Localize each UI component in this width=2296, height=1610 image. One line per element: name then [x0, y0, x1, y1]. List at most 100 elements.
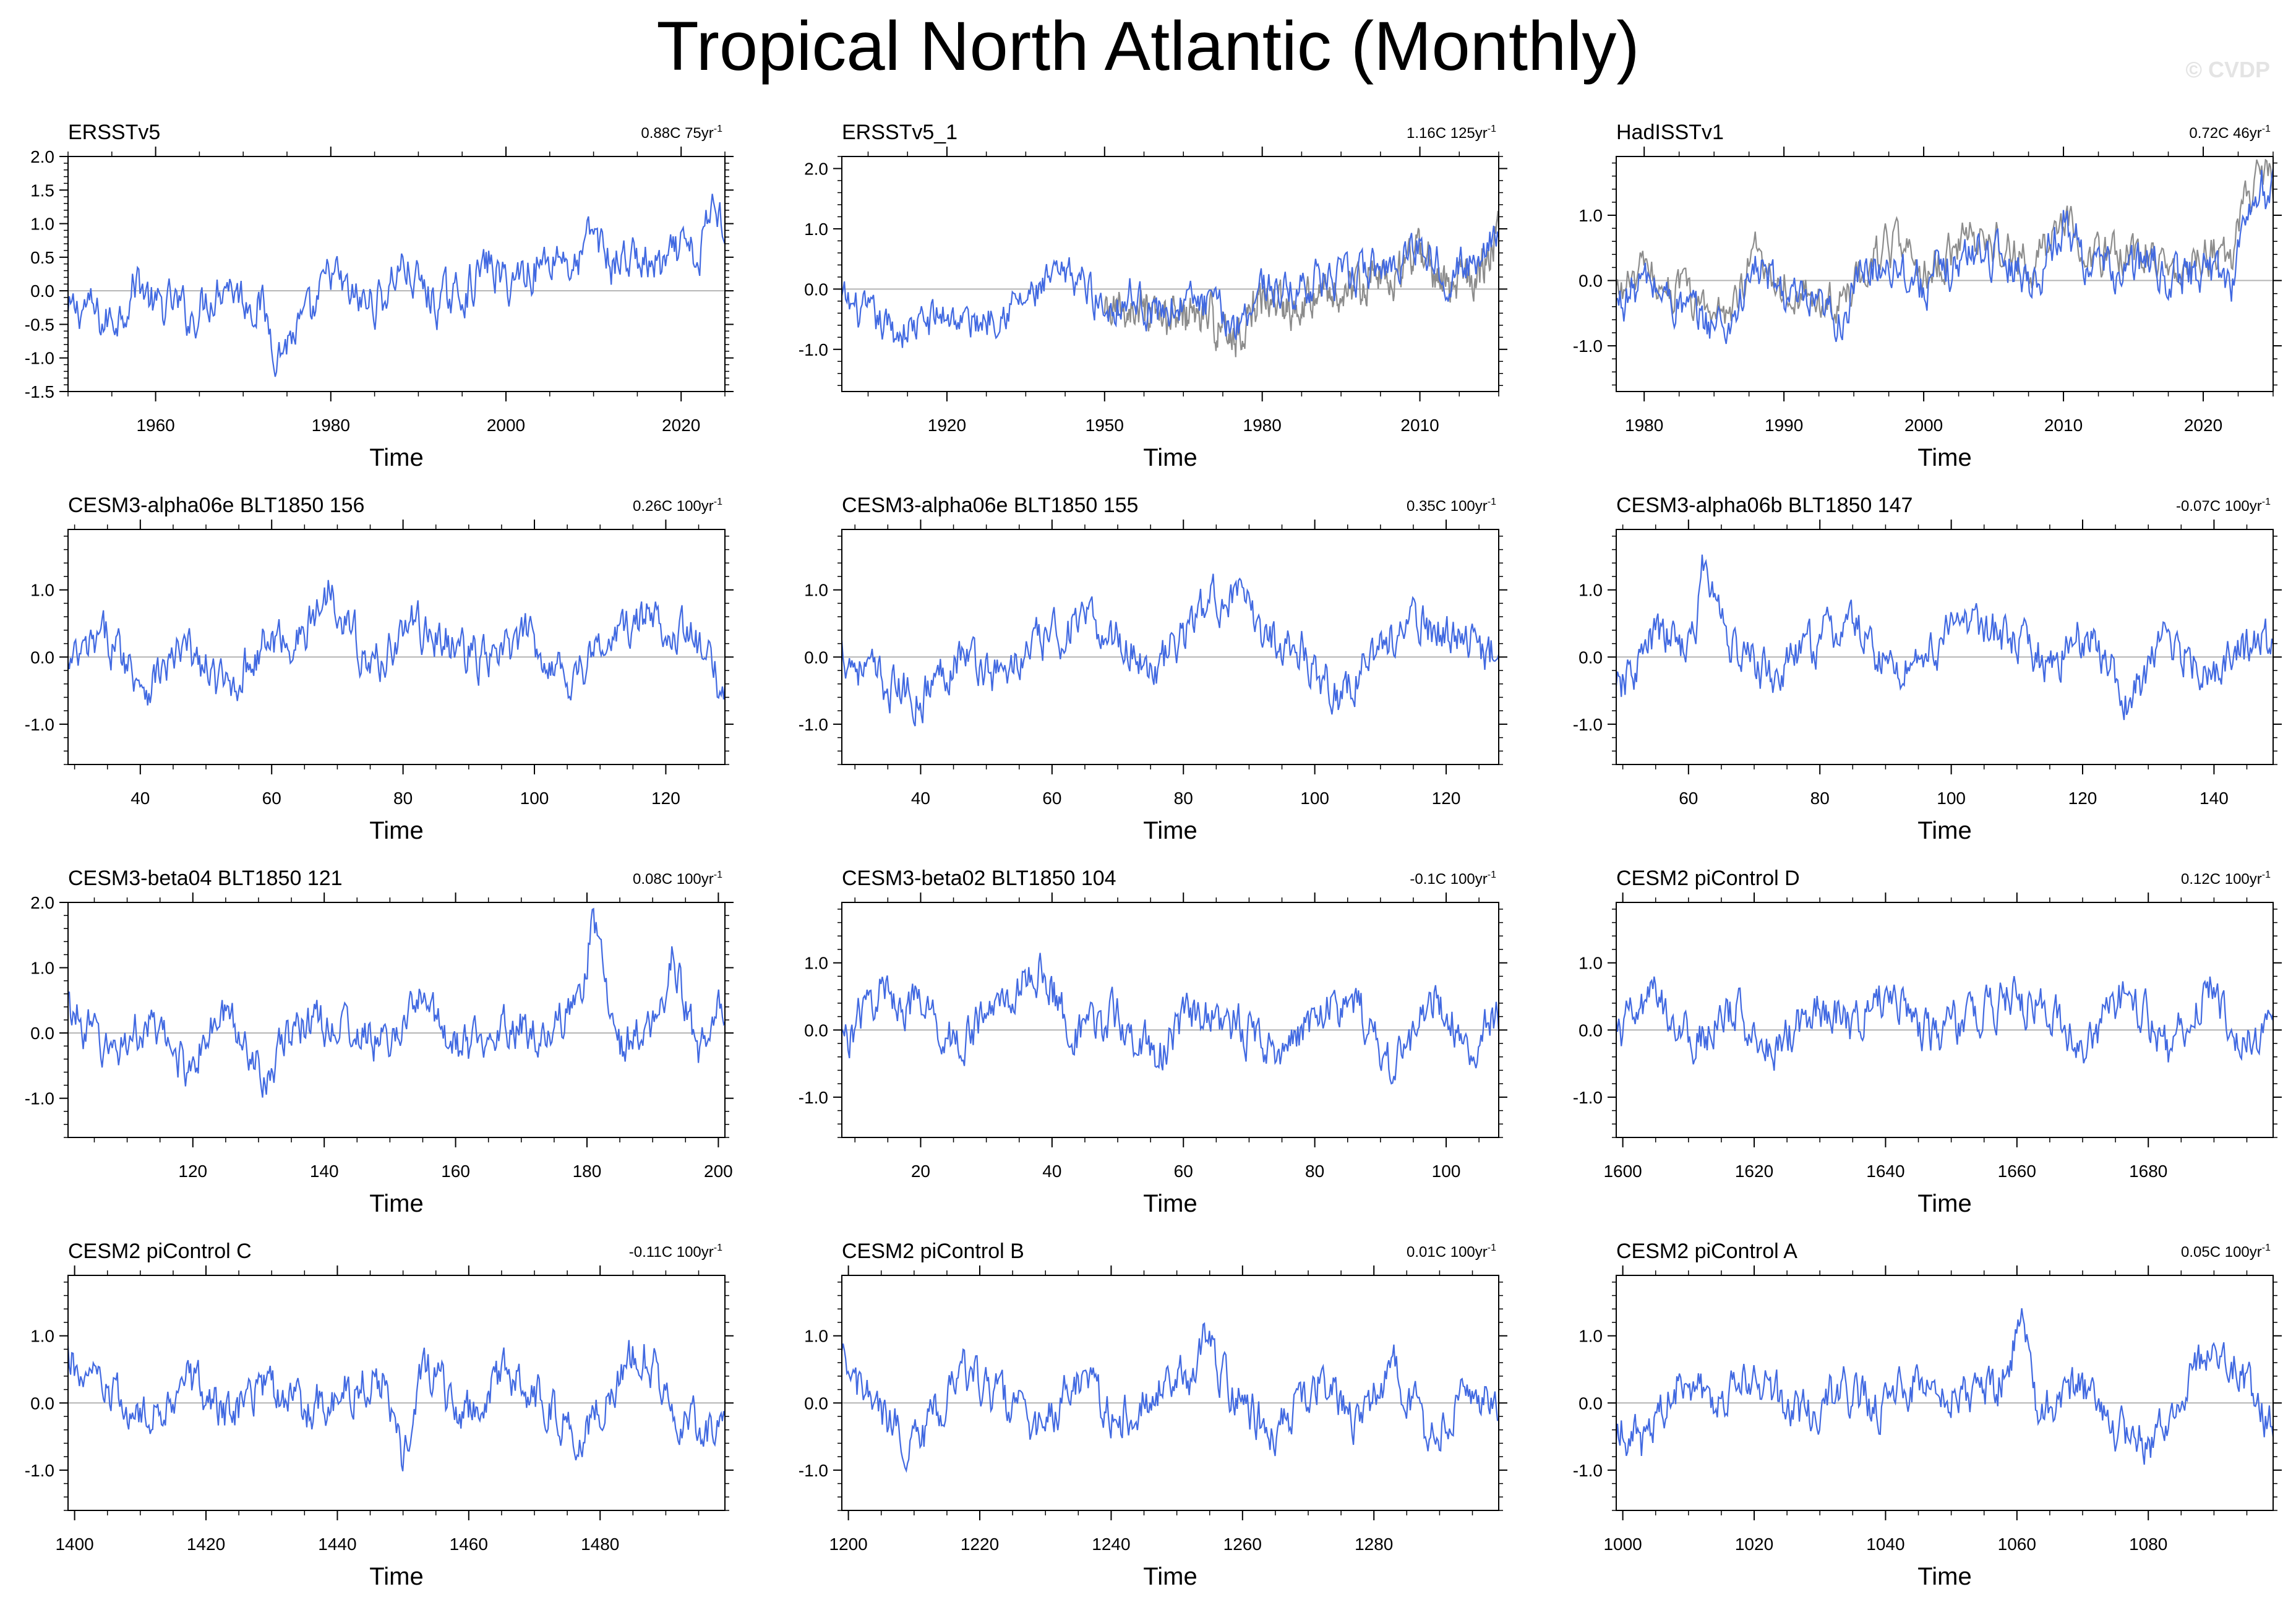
x-axis-label: Time	[369, 1563, 423, 1590]
x-tick-label: 200	[704, 1162, 733, 1181]
y-tick-label: 0.0	[804, 1021, 828, 1040]
y-tick-label: -1.5	[25, 382, 54, 401]
x-tick-label: 120	[2068, 789, 2097, 808]
plot-frame	[67, 156, 726, 392]
trend-exponent: -1	[2262, 870, 2271, 880]
y-tick-label: 1.0	[30, 581, 54, 600]
page-title: Tropical North Atlantic (Monthly)	[656, 7, 1640, 85]
x-axis-label: Time	[1917, 444, 1971, 471]
chart-panel: ERSSTv5 0.88C 75yr-1 -1.5 -1.0 -0.5 0.0 0.5 1.0…	[25, 121, 734, 471]
x-axis-label: Time	[1917, 817, 1971, 844]
trend-value: 0.12C 100yr	[2181, 871, 2262, 888]
x-tick-label: 1980	[1243, 416, 1282, 435]
series-line	[1615, 976, 2274, 1071]
x-tick-label: 180	[573, 1162, 602, 1181]
x-tick-label: 40	[131, 789, 150, 808]
series-line	[841, 953, 1500, 1085]
y-tick-label: 0.0	[1578, 272, 1603, 291]
x-axis-label: Time	[1143, 444, 1197, 471]
y-tick-label: 0.0	[804, 1394, 828, 1413]
plot-frame	[1616, 529, 2274, 765]
trend-annotation: 0.01C 100yr-1	[1407, 1243, 1496, 1261]
x-tick-label: 60	[1042, 789, 1061, 808]
y-tick-label: 1.0	[30, 215, 54, 234]
y-tick-label: 0.0	[30, 281, 54, 301]
panel-title: CESM3-beta04 BLT1850 121	[68, 867, 343, 890]
series-line	[841, 225, 1500, 348]
x-tick-label: 60	[1679, 789, 1698, 808]
x-tick-label: 1660	[1998, 1162, 2036, 1181]
series-line	[67, 580, 726, 706]
y-tick-label: 1.0	[804, 1327, 828, 1346]
y-tick-label: 1.0	[804, 581, 828, 600]
trend-value: 0.35C 100yr	[1407, 498, 1488, 515]
x-tick-label: 1040	[1866, 1535, 1904, 1554]
x-tick-label: 100	[1300, 789, 1329, 808]
x-axis-label: Time	[1917, 1563, 1971, 1590]
chart-panel: CESM2 piControl A 0.05C 100yr-1 -1.0 0.0 1.0…	[1573, 1240, 2282, 1590]
trend-exponent: -1	[2262, 124, 2271, 134]
x-axis-label: Time	[1143, 817, 1197, 844]
y-tick-label: -1.0	[1573, 1088, 1603, 1107]
y-tick-label: -1.0	[25, 715, 54, 734]
x-axis-label: Time	[369, 1190, 423, 1217]
x-axis-label: Time	[369, 444, 423, 471]
plot-frame	[1616, 1275, 2274, 1511]
y-tick-label: 0.0	[804, 648, 828, 667]
credit-watermark: © CVDP	[2185, 57, 2270, 82]
reference-series-line	[1615, 158, 2274, 324]
x-tick-label: 100	[1432, 1162, 1461, 1181]
x-tick-label: 1620	[1735, 1162, 1773, 1181]
trend-annotation: 0.26C 100yr-1	[633, 497, 722, 515]
x-tick-label: 2000	[1904, 416, 1943, 435]
trend-exponent: -1	[1488, 870, 1496, 880]
chart-panel: CESM2 piControl B 0.01C 100yr-1 -1.0 0.0 1.0…	[799, 1240, 1507, 1590]
trend-annotation: 1.16C 125yr-1	[1407, 124, 1496, 142]
x-tick-label: 1280	[1355, 1535, 1393, 1554]
trend-exponent: -1	[2262, 1243, 2271, 1253]
x-tick-label: 1980	[1625, 416, 1663, 435]
panel-title: HadISSTv1	[1616, 121, 1724, 144]
series-line	[1616, 168, 2274, 345]
plot-frame	[67, 902, 726, 1138]
chart-panel: CESM3-alpha06e BLT1850 155 0.35C 100yr-1-…	[799, 494, 1507, 844]
series-line	[67, 907, 726, 1098]
x-tick-label: 120	[1432, 789, 1461, 808]
x-axis-label: Time	[1917, 1190, 1971, 1217]
y-tick-label: 0.0	[1578, 1394, 1603, 1413]
chart-panel: CESM2 piControl C -0.11C 100yr-1 -1.0 0.0 1.…	[25, 1240, 734, 1590]
trend-exponent: -1	[1488, 497, 1496, 507]
x-tick-label: 100	[1937, 789, 1966, 808]
chart-panel: CESM3-alpha06b BLT1850 147 -0.07C 100yr-1…	[1573, 494, 2282, 844]
x-tick-label: 160	[441, 1162, 470, 1181]
panel-title: CESM3-alpha06e BLT1850 155	[842, 494, 1138, 517]
trend-exponent: -1	[714, 497, 722, 507]
plot-frame	[1616, 156, 2274, 392]
y-tick-label: 1.0	[1578, 1327, 1603, 1346]
x-tick-label: 1600	[1603, 1162, 1642, 1181]
trend-annotation: 0.72C 46yr-1	[2189, 124, 2271, 142]
x-tick-label: 80	[393, 789, 413, 808]
trend-value: 0.01C 100yr	[1407, 1244, 1488, 1261]
x-tick-label: 1640	[1866, 1162, 1904, 1181]
x-tick-label: 1220	[961, 1535, 999, 1554]
series-line	[1615, 1308, 2274, 1465]
trend-value: -0.1C 100yr	[1410, 871, 1487, 888]
y-tick-label: -1.0	[1573, 336, 1603, 356]
x-tick-label: 1990	[1765, 416, 1803, 435]
y-tick-label: 0.0	[1578, 648, 1603, 667]
x-tick-label: 140	[2200, 789, 2229, 808]
x-tick-label: 1960	[136, 416, 174, 435]
y-tick-label: 0.0	[30, 1024, 54, 1043]
plot-frame	[67, 1275, 726, 1511]
trend-value: -0.11C 100yr	[629, 1244, 714, 1261]
trend-value: 0.88C 75yr	[641, 125, 713, 142]
reference-series-line	[1103, 210, 1500, 358]
plot-frame	[841, 1275, 1499, 1511]
y-tick-label: 2.0	[30, 893, 54, 912]
series-line	[67, 1340, 726, 1471]
chart-panel: CESM2 piControl D 0.12C 100yr-1 -1.0 0.0 1.0…	[1573, 867, 2282, 1217]
y-tick-label: -1.0	[1573, 715, 1603, 734]
x-tick-label: 1680	[2129, 1162, 2167, 1181]
